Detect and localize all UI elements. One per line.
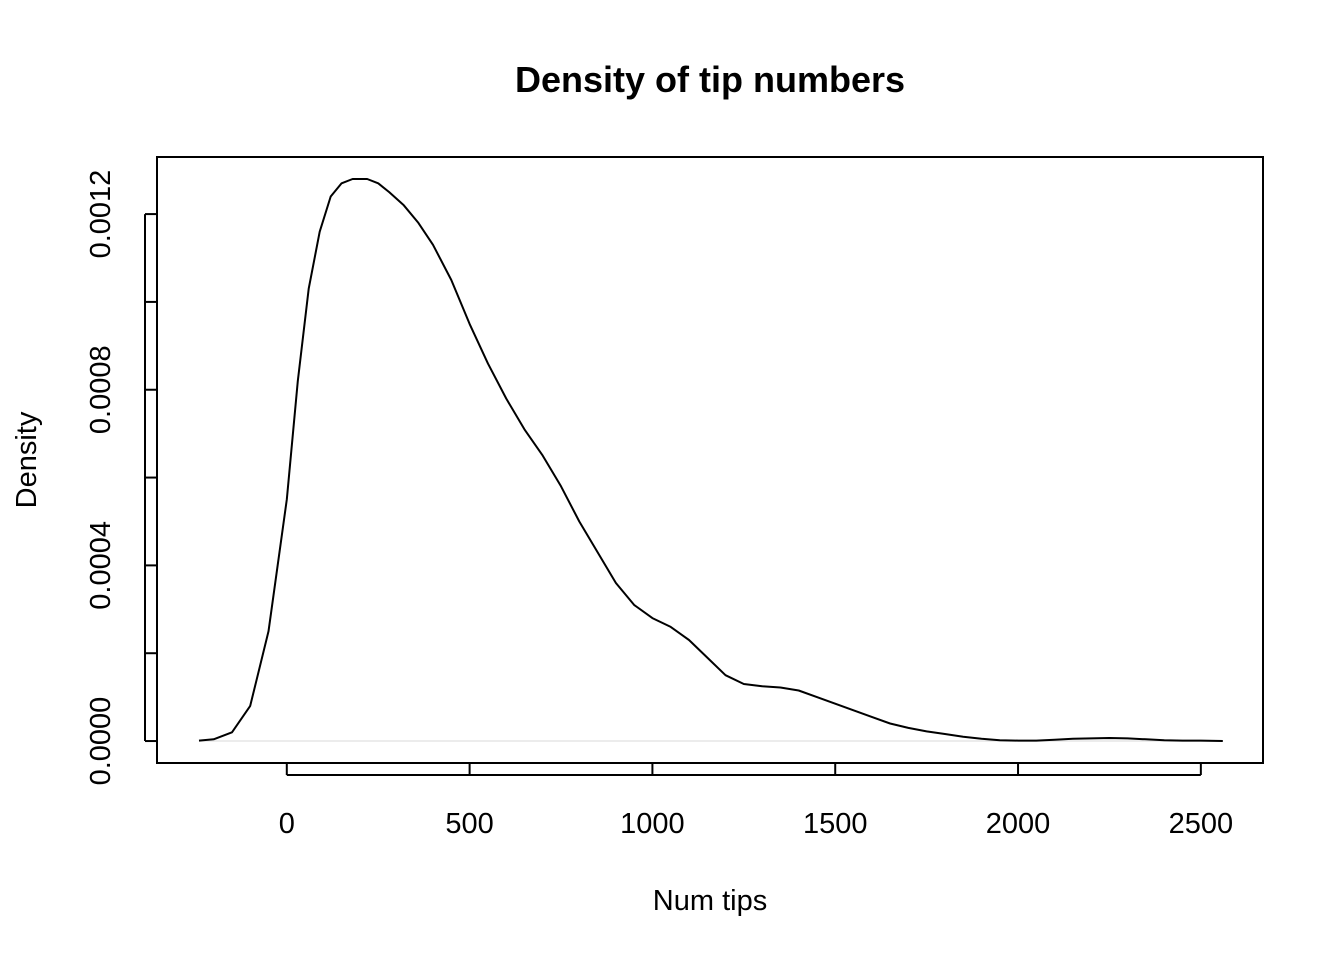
x-axis: 0 500 1000 1500 2000 2500: [279, 763, 1233, 840]
y-axis-title: Density: [11, 411, 43, 508]
density-curve: [198, 178, 1223, 742]
x-tick-label: 1500: [803, 808, 868, 840]
y-tick-label: 0.0008: [85, 345, 117, 434]
y-tick-label: 0.0004: [85, 521, 117, 610]
y-tick-label: 0.0000: [85, 697, 117, 786]
x-tick-label: 500: [445, 808, 493, 840]
x-axis-title: Num tips: [653, 885, 767, 917]
plot-frame: [156, 156, 1264, 764]
x-tick-label: 2500: [1169, 808, 1234, 840]
x-tick-label: 2000: [986, 808, 1051, 840]
x-tick-label: 0: [279, 808, 295, 840]
chart-title: Density of tip numbers: [515, 59, 905, 100]
y-axis: 0.0000 0.0004 0.0008 0.0012: [85, 170, 157, 786]
y-tick-label: 0.0012: [85, 170, 117, 259]
x-tick-label: 1000: [620, 808, 685, 840]
